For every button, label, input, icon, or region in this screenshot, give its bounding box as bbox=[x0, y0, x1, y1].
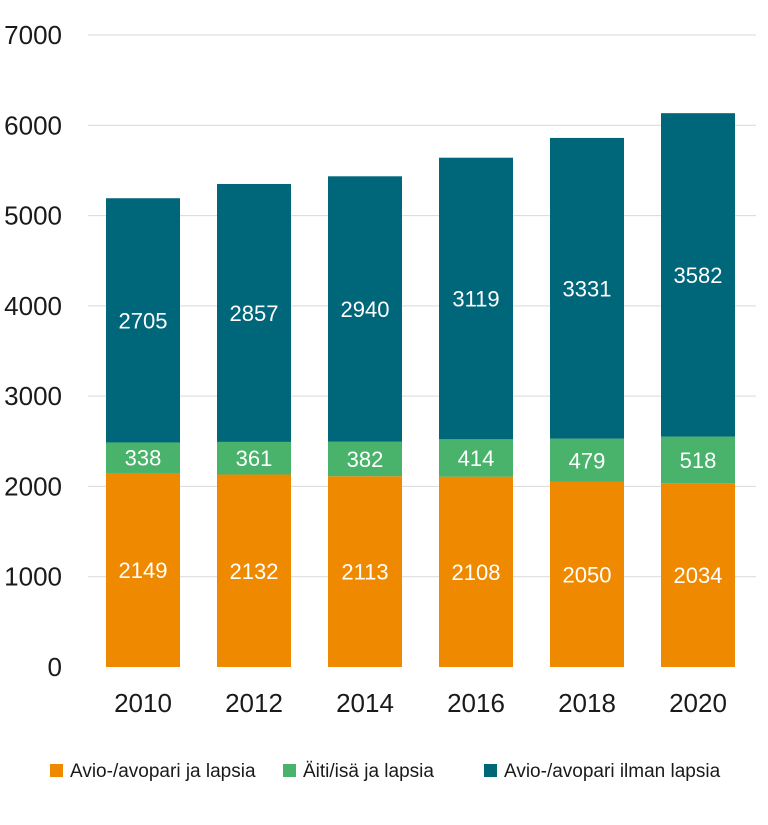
x-axis-ticks: 2010 2012 2014 2016 2018 2020 bbox=[114, 688, 727, 718]
legend-label: Avio-/avopari ja lapsia bbox=[70, 761, 256, 782]
legend-swatch bbox=[283, 764, 296, 777]
bar-segment bbox=[439, 476, 513, 667]
bar-segment bbox=[106, 472, 180, 667]
data-label: 2113 bbox=[341, 560, 388, 585]
x-tick-label: 2020 bbox=[669, 688, 727, 718]
data-label: 3331 bbox=[563, 276, 612, 301]
data-label: 361 bbox=[236, 446, 273, 471]
data-label: 338 bbox=[125, 446, 162, 471]
bar-segment bbox=[661, 113, 735, 437]
bar-segment bbox=[550, 481, 624, 667]
x-tick-label: 2012 bbox=[225, 688, 283, 718]
data-label: 2149 bbox=[119, 558, 168, 583]
bar-segment bbox=[439, 157, 513, 440]
y-tick-label: 3000 bbox=[4, 381, 62, 411]
bar-segment bbox=[106, 442, 180, 473]
y-tick-label: 6000 bbox=[4, 110, 62, 140]
y-tick-label: 2000 bbox=[4, 471, 62, 501]
y-tick-label: 7000 bbox=[4, 20, 62, 50]
y-tick-label: 1000 bbox=[4, 562, 62, 592]
bar-segment bbox=[328, 441, 402, 477]
data-label: 3582 bbox=[674, 263, 723, 288]
data-label: 2705 bbox=[119, 308, 168, 333]
data-label: 382 bbox=[347, 447, 384, 472]
data-label: 479 bbox=[569, 448, 606, 473]
bar-segment bbox=[661, 436, 735, 484]
y-tick-label: 0 bbox=[48, 652, 62, 682]
data-label: 2050 bbox=[563, 562, 612, 587]
legend-label: Avio-/avopari ilman lapsia bbox=[504, 761, 721, 782]
legend-label: Äiti/isä ja lapsia bbox=[303, 761, 434, 782]
bar-segment bbox=[217, 474, 291, 667]
bar-segment bbox=[217, 441, 291, 475]
x-tick-label: 2010 bbox=[114, 688, 172, 718]
data-label: 3119 bbox=[452, 286, 499, 311]
bar-segment bbox=[328, 176, 402, 442]
x-tick-label: 2016 bbox=[447, 688, 505, 718]
x-tick-label: 2014 bbox=[336, 688, 394, 718]
y-tick-label: 5000 bbox=[4, 201, 62, 231]
data-label: 2034 bbox=[674, 563, 723, 588]
data-label: 2132 bbox=[230, 559, 279, 584]
gridlines bbox=[88, 34, 756, 578]
y-axis-ticks: 0 1000 2000 3000 4000 5000 6000 7000 bbox=[4, 20, 62, 682]
bar-segment bbox=[106, 198, 180, 443]
legend-swatch bbox=[484, 764, 497, 777]
bar-segment bbox=[661, 483, 735, 667]
data-label: 2940 bbox=[341, 297, 390, 322]
y-tick-label: 4000 bbox=[4, 291, 62, 321]
x-tick-label: 2018 bbox=[558, 688, 616, 718]
bar-segment bbox=[550, 438, 624, 482]
data-label: 414 bbox=[458, 446, 495, 471]
data-label: 2857 bbox=[230, 301, 279, 326]
bar-segment bbox=[217, 183, 291, 442]
legend: Avio-/avopari ja lapsia Äiti/isä ja lapsi… bbox=[50, 761, 721, 782]
bar-segment bbox=[439, 439, 513, 477]
data-label: 518 bbox=[680, 448, 717, 473]
legend-swatch bbox=[50, 764, 63, 777]
bar-segment bbox=[328, 476, 402, 667]
bar-segment bbox=[550, 137, 624, 439]
bars: 2149 338 2705 2132 361 2857 2113 382 2940 2108 414… bbox=[106, 113, 735, 667]
data-label: 2108 bbox=[452, 560, 501, 585]
